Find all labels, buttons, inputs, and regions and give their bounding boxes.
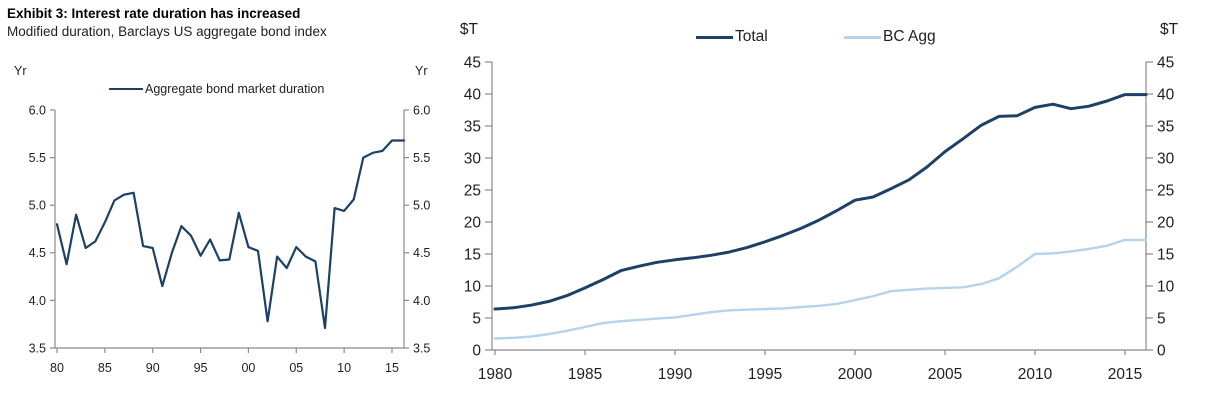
series-line-aggregate-bond-market-duration [55,139,406,330]
x-axis-tick-label: 1985 [568,366,602,383]
y-axis-tick-label: 25 [1157,182,1174,199]
y-axis-tick-label: 15 [464,246,481,263]
y-axis-tick-label: 6.0 [29,103,46,117]
y-axis-tick-label: 3.5 [29,341,46,355]
y-axis-tick-label: 20 [1157,214,1175,231]
y-axis-tick-label: 4.0 [29,294,46,308]
y-axis-tick-label: 4.5 [413,246,430,260]
legend-line-swatch [844,35,881,39]
y-axis-tick-label: 5 [1157,310,1166,327]
y-axis-tick-label: 6.0 [413,103,430,117]
y-axis-tick-label: 10 [464,278,482,295]
y-unit-label-right: Yr [415,64,428,78]
legend-label-duration: Aggregate bond market duration [145,82,325,96]
x-axis-tick-label: 90 [146,361,160,375]
duration-chart: 3.5 3.5 4.0 4.0 4.5 4.5 5.0 5.0 5.5 5.5 6.0 6.0 80 85… [29,103,431,375]
y-axis-tick-label: 35 [464,118,481,135]
x-axis-tick-label: 00 [241,361,255,375]
series-line-total [493,93,1148,311]
y-axis-tick-label: 3.5 [413,341,430,355]
x-axis-tick-label: 10 [337,361,351,375]
x-axis-tick-label: 1980 [478,366,513,383]
y-axis-tick-label: 45 [464,54,481,71]
exhibit-subtitle: Modified duration, Barclays US aggregate… [7,24,327,39]
y-axis-tick-label: 40 [464,86,482,103]
series-line-bc-agg [493,238,1148,340]
y-axis-tick-label: 5.5 [413,151,430,165]
dollar-unit-label-left: $T [459,21,478,38]
y-axis-tick-label: 5 [472,310,481,327]
y-axis-tick-label: 30 [1157,150,1175,167]
y-axis-tick-label: 5.0 [29,199,46,213]
x-axis-tick-label: 95 [194,361,208,375]
y-axis-tick-label: 5.5 [29,151,46,165]
x-axis-tick-label: 1995 [748,366,782,383]
x-axis-tick-label: 2015 [1108,366,1142,383]
legend-label-total: Total [735,28,768,45]
x-axis-tick-label: 1990 [658,366,693,383]
y-axis-tick-label: 35 [1157,118,1174,135]
exhibit-title: Exhibit 3: Interest rate duration has in… [7,6,301,21]
bond-market-size-chart: 0 0 5 5 10 10 15 15 20 20 25 25 30 30 35 35 40 40 45 45 1980… [464,54,1175,383]
y-axis-tick-label: 0 [1157,342,1166,359]
y-axis-tick-label: 25 [464,182,481,199]
x-axis-tick-label: 05 [289,361,303,375]
x-axis-tick-label: 2010 [1018,366,1053,383]
legend-bc-agg: BC Agg [844,28,936,46]
y-axis-tick-label: 0 [472,342,481,359]
x-axis-tick-label: 2000 [838,366,873,383]
y-axis-tick-label: 10 [1157,278,1175,295]
y-axis-tick-label: 4.5 [29,246,46,260]
y-axis-tick-label: 5.0 [413,199,430,213]
y-unit-label-left: Yr [14,64,27,78]
y-axis-tick-label: 4.0 [413,294,430,308]
y-axis-tick-label: 30 [464,150,482,167]
y-axis-tick-label: 20 [464,214,482,231]
legend-line-swatch [696,35,733,39]
y-axis-tick-label: 45 [1157,54,1174,71]
y-axis-tick-label: 40 [1157,86,1175,103]
legend-line-swatch [109,87,143,91]
x-axis-tick-label: 85 [98,361,112,375]
legend-duration: Aggregate bond market duration [109,82,324,96]
x-axis-tick-label: 80 [50,361,64,375]
legend-label-bc-agg: BC Agg [883,28,936,45]
dollar-unit-label-right: $T [1160,21,1179,38]
x-axis-tick-label: 15 [385,361,399,375]
legend-total: Total [696,28,768,46]
y-axis-tick-label: 15 [1157,246,1174,263]
x-axis-tick-label: 2005 [928,366,962,383]
